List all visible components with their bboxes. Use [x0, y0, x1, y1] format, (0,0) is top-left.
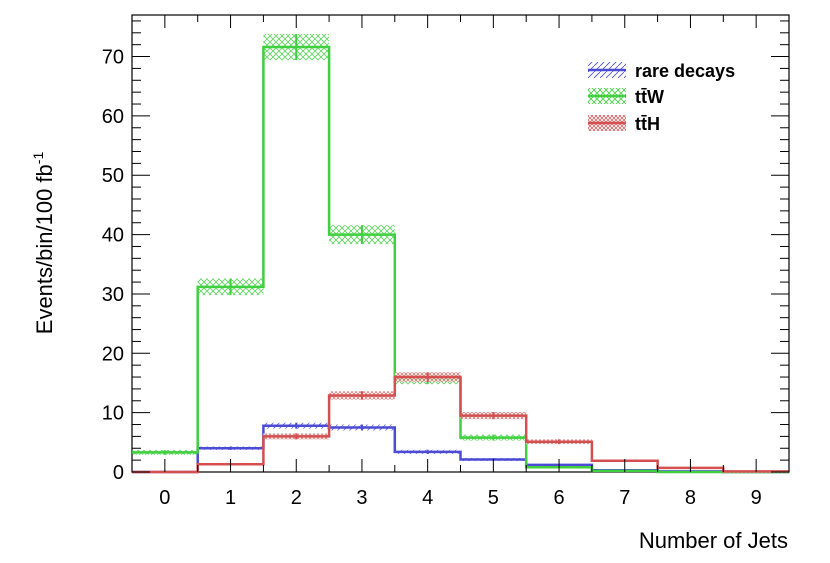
x-tick-label: 1 — [225, 487, 236, 509]
x-tick-label: 8 — [685, 487, 696, 509]
legend-entry-tth: tt̄H — [588, 114, 660, 134]
y-tick-label: 10 — [102, 403, 124, 425]
y-axis-title-superscript: -1 — [30, 152, 46, 165]
x-tick-label: 6 — [553, 487, 564, 509]
y-tick-label: 70 — [102, 47, 124, 69]
legend-label-tth: tt̄H — [635, 114, 660, 134]
y-tick-label: 60 — [102, 106, 124, 128]
x-tick-label: 3 — [356, 487, 367, 509]
legend: rare decays tt̄W tt̄H — [588, 61, 735, 134]
x-axis-title: Number of Jets — [639, 528, 788, 553]
histogram-layer — [132, 33, 789, 474]
y-tick-label: 40 — [102, 225, 124, 247]
x-tick-label: 2 — [291, 487, 302, 509]
legend-label-ttw: tt̄W — [635, 87, 664, 107]
axis-layer: 0 1 2 3 4 5 6 7 8 9 0 10 20 30 40 50 60 70 — [102, 15, 790, 509]
x-tick-label: 0 — [159, 487, 170, 509]
x-tick-label: 7 — [619, 487, 630, 509]
legend-entry-rare-decays: rare decays — [588, 61, 735, 81]
y-axis-title-main: Events/bin/100 fb — [32, 164, 57, 334]
x-tick-label: 5 — [488, 487, 499, 509]
y-axis-title: Events/bin/100 fb-1 — [30, 152, 57, 335]
y-tick-label: 50 — [102, 165, 124, 187]
legend-label-rare-decays: rare decays — [635, 61, 735, 81]
x-tick-label: 4 — [422, 487, 433, 509]
y-tick-label: 30 — [102, 284, 124, 306]
legend-entry-ttw: tt̄W — [588, 87, 664, 107]
y-tick-label: 20 — [102, 343, 124, 365]
y-tick-label: 0 — [113, 462, 124, 484]
x-tick-label: 9 — [751, 487, 762, 509]
